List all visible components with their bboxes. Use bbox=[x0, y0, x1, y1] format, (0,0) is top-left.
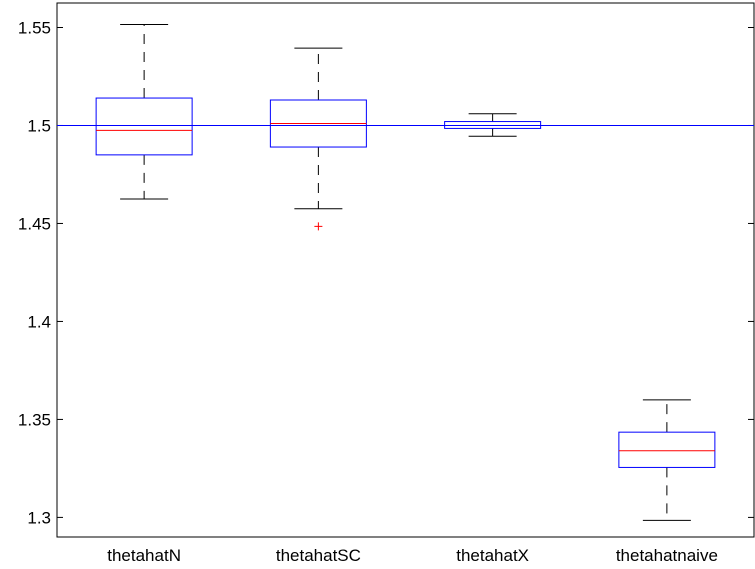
y-tick-label: 1.4 bbox=[27, 312, 51, 331]
x-tick-label-thetahatN: thetahatN bbox=[107, 546, 181, 565]
y-tick-label: 1.5 bbox=[27, 116, 51, 135]
axes-frame bbox=[56, 2, 755, 538]
y-tick-label: 1.3 bbox=[27, 508, 51, 527]
outlier-marker bbox=[314, 222, 323, 231]
box-thetahatnaive bbox=[618, 431, 716, 468]
y-tick-label: 1.55 bbox=[18, 18, 51, 37]
x-tick-label-thetahatSC: thetahatSC bbox=[276, 546, 361, 565]
plot-area: 1.3 1.35 1.4 1.45 1.5 1.55 thetahatN thetahatSC… bbox=[18, 2, 755, 565]
y-tick-label: 1.45 bbox=[18, 214, 51, 233]
x-tick-label-thetahatX: thetahatX bbox=[456, 546, 529, 565]
y-tick-label: 1.35 bbox=[18, 410, 51, 429]
x-tick-label-thetahatnaive: thetahatnaive bbox=[616, 546, 718, 565]
box-thetahatN bbox=[95, 97, 193, 156]
